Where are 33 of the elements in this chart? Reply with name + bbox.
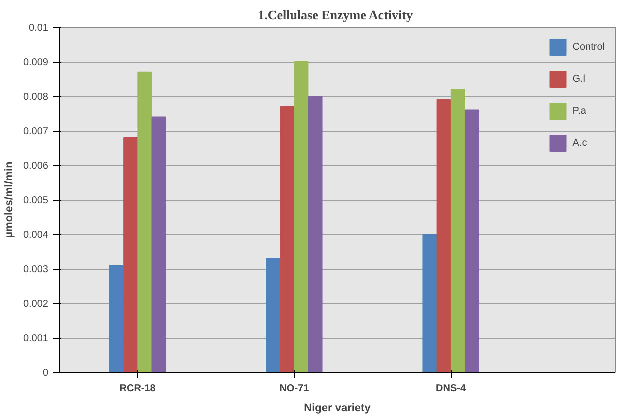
y-tick-label: 0.008 bbox=[23, 92, 49, 103]
x-axis-title: Niger variety bbox=[304, 402, 372, 414]
y-tick-label: 0.009 bbox=[23, 58, 49, 68]
legend-label: A.c bbox=[572, 138, 588, 148]
y-axis-title: µmoles/ml/min bbox=[3, 161, 16, 238]
y-tick-label: 0.01 bbox=[29, 23, 49, 34]
bar bbox=[138, 72, 152, 372]
y-tick-label: 0.005 bbox=[23, 196, 49, 206]
bar bbox=[422, 234, 438, 372]
bar bbox=[266, 258, 280, 372]
y-tick-label: 0.002 bbox=[23, 299, 49, 310]
bar bbox=[464, 110, 480, 372]
bar bbox=[152, 116, 166, 372]
y-tick-label: 0.001 bbox=[23, 334, 49, 344]
legend-label: Control bbox=[572, 42, 605, 52]
legend-label: G.l bbox=[572, 74, 587, 84]
x-tick-label: NO-71 bbox=[280, 384, 310, 394]
bar bbox=[308, 96, 323, 372]
bar bbox=[280, 106, 295, 372]
chart-title: 1.Cellulase Enzyme Activity bbox=[258, 8, 414, 22]
bar bbox=[109, 265, 124, 372]
bar bbox=[124, 137, 138, 372]
bar bbox=[294, 62, 309, 372]
y-tick-label: 0.007 bbox=[23, 126, 49, 138]
x-tick-label: RCR-18 bbox=[120, 384, 156, 394]
x-tick-label: DNS-4 bbox=[436, 384, 466, 394]
y-tick-label: 0.006 bbox=[23, 161, 49, 172]
bar bbox=[450, 89, 466, 372]
y-tick-label: 0.003 bbox=[23, 264, 49, 276]
y-tick-label: 0 bbox=[42, 368, 49, 379]
y-tick-label: 0.004 bbox=[23, 230, 49, 241]
legend-label: P.a bbox=[572, 106, 588, 116]
bar bbox=[436, 99, 452, 372]
